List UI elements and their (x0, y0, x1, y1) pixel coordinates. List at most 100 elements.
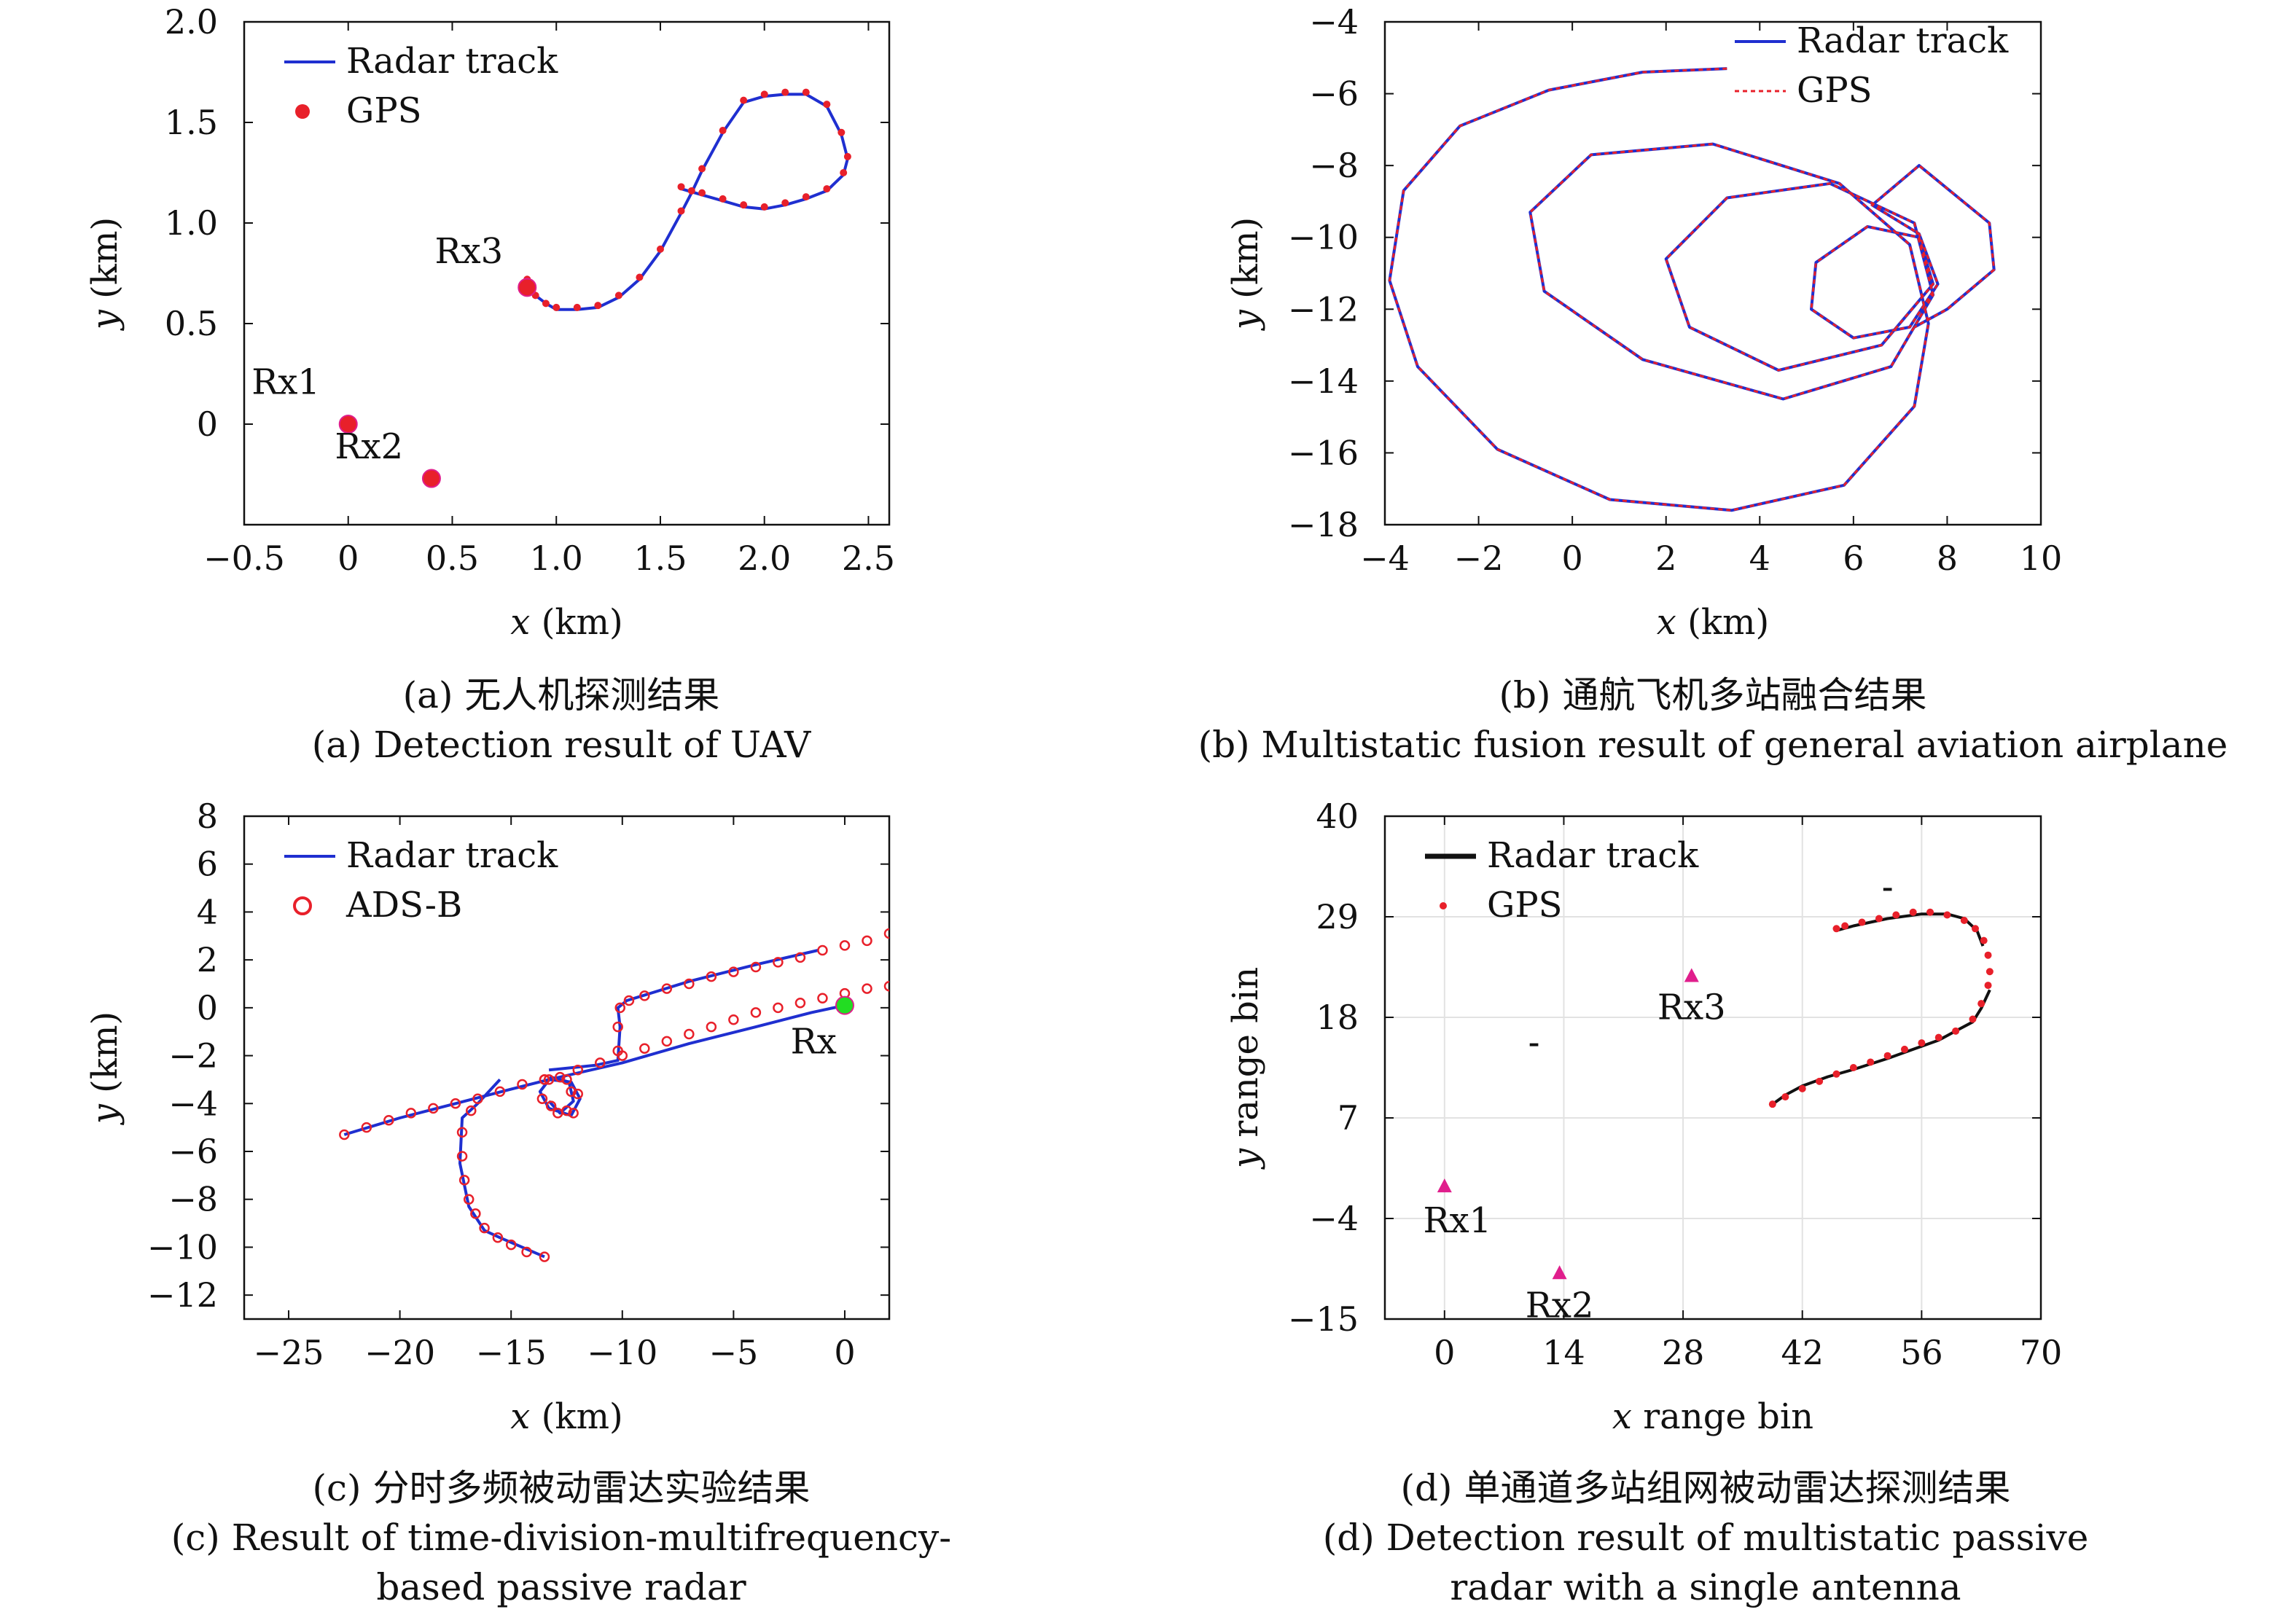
series-d-1-point (1984, 951, 1992, 959)
legend-label-b-1: GPS (1797, 70, 1873, 111)
series-a-1-point (636, 273, 644, 281)
x-tick-label: 0 (1562, 539, 1583, 578)
series-c-1-point (706, 1021, 717, 1033)
series-d-1-point (1900, 1045, 1908, 1053)
x-tick-label: 10 (2020, 539, 2063, 578)
series-d-1-point (1841, 922, 1849, 930)
series-c-1-point (545, 1100, 557, 1111)
y-tick-label: 18 (1316, 998, 1359, 1037)
plot-frame-c (243, 815, 891, 1320)
series-d-1-point (1934, 1033, 1942, 1041)
series-a-1-point (823, 185, 831, 193)
series-d-1-point (1926, 908, 1934, 916)
legend-label-c-0: Radar track (346, 835, 558, 876)
series-c-0-line (343, 1078, 550, 1136)
series-c-1-point (728, 1014, 739, 1025)
y-tick-label: −14 (1288, 361, 1359, 401)
y-tick-label: 8 (197, 797, 218, 836)
legend-dot-a (295, 104, 310, 119)
y-tick-label: −16 (1288, 433, 1359, 472)
series-c-1-point (639, 1043, 650, 1054)
x-tick-label: 0.5 (426, 539, 479, 578)
receiver-label-Rx3: Rx3 (1657, 987, 1726, 1028)
x-tick-label: 0 (1434, 1333, 1455, 1372)
series-a-0-line (526, 93, 849, 311)
caption-b: (b) 通航飞机多站融合结果 (b) Multistatic fusion re… (1195, 670, 2230, 770)
x-tick-label: −10 (587, 1333, 657, 1372)
series-a-1-point (823, 101, 831, 109)
panel-a: −0.5 0 0.5 1.0 1.5 2.0 2.5 0 0.5 1.0 1.5 2.0 x (km) y… (85, 2, 895, 643)
series-c-1-point (521, 1246, 532, 1258)
series-d-1-point (1768, 1100, 1776, 1108)
series-d-1-point (1980, 936, 1988, 944)
series-a-1-point (687, 187, 695, 195)
series-d-1-point (1984, 982, 1992, 990)
x-tick-label: 2.0 (738, 539, 791, 578)
series-c-1-point (817, 993, 828, 1003)
series-c-1-point (661, 983, 673, 994)
y-tick-label: 4 (197, 892, 218, 931)
y-tick-label: −15 (1288, 1299, 1359, 1339)
series-a-1-point (781, 88, 789, 96)
series-d-1-point (1977, 1000, 1985, 1008)
x-tick-label: −15 (476, 1333, 547, 1372)
series-c-1-point (505, 1239, 517, 1251)
caption-a-en-1: (a) Detection result of UAV (311, 724, 811, 766)
series-c-1-point (361, 1122, 372, 1133)
series-c-1-point (566, 1086, 577, 1098)
series-c-1-point (561, 1074, 572, 1085)
series-d-1-point (1798, 1084, 1806, 1092)
series-c-1-point (572, 1065, 584, 1076)
caption-c-cn: (c) 分时多频被动雷达实验结果 (312, 1467, 811, 1509)
receiver-label-Rx1: Rx1 (1423, 1200, 1491, 1241)
y-tick-label: −12 (147, 1275, 218, 1315)
caption-d: (d) 单通道多站组网被动雷达探测结果 (d) Detection result… (1232, 1463, 2179, 1612)
y-tick-label: 0 (197, 404, 218, 444)
plot-frame-a (243, 20, 891, 526)
series-c-1-point (728, 966, 739, 977)
series-a-1-point (698, 165, 706, 173)
y-tick-label: −6 (1309, 74, 1359, 114)
legend-label-a-0: Radar track (346, 41, 558, 82)
series-c-1-point (568, 1108, 579, 1119)
series-c-1-point (794, 952, 806, 963)
x-tick-label: 2.5 (842, 539, 895, 578)
x-tick-label: −4 (1360, 539, 1410, 578)
series-c-1-point (543, 1074, 555, 1085)
y-tick-label: −2 (168, 1036, 218, 1076)
series-b-0-line (1388, 67, 1996, 512)
series-c-1-point (612, 1045, 623, 1057)
y-tick-label: 40 (1316, 797, 1359, 836)
series-a-1-point (740, 96, 748, 104)
x-axis-label-d: x range bin (1612, 1396, 1813, 1437)
caption-a-cn: (a) 无人机探测结果 (402, 674, 720, 716)
series-c-1-point (623, 995, 635, 1006)
caption-b-cn: (b) 通航飞机多站融合结果 (1499, 674, 1927, 716)
series-c-1-point (458, 1175, 470, 1186)
series-c-1-point (466, 1105, 477, 1116)
x-tick-label: −0.5 (203, 539, 285, 578)
x-tick-label: 42 (1781, 1333, 1824, 1372)
series-c-1-point (639, 990, 650, 1001)
series-c-1-point (684, 978, 695, 990)
series-a-1-point (614, 292, 622, 300)
legend-dot-d (1440, 902, 1447, 909)
series-b-1-dashed (1388, 67, 1996, 512)
series-c-1-point (750, 1007, 762, 1018)
series-c-1-point (794, 998, 806, 1009)
plot-area-c (339, 928, 889, 1262)
receiver-label-Rx2: Rx2 (1526, 1285, 1594, 1326)
y-tick-label: 0 (197, 988, 218, 1028)
y-axis-label-c: y (km) (85, 1012, 125, 1125)
caption-b-en-1: (b) Multistatic fusion result of general… (1198, 724, 2228, 766)
series-c-1-point (539, 1251, 550, 1262)
series-c-0-line (548, 949, 819, 1072)
y-tick-label: −4 (1309, 1199, 1359, 1238)
series-c-0-line (538, 1076, 582, 1117)
caption-c: (c) 分时多频被动雷达实验结果 (c) Result of time-divi… (146, 1463, 977, 1612)
series-c-1-point (479, 1222, 490, 1234)
series-c-1-point (383, 1115, 394, 1126)
series-c-1-point (661, 1036, 673, 1047)
series-d-1-point (1960, 917, 1968, 925)
y-axis-label-b: y (km) (1225, 217, 1266, 331)
